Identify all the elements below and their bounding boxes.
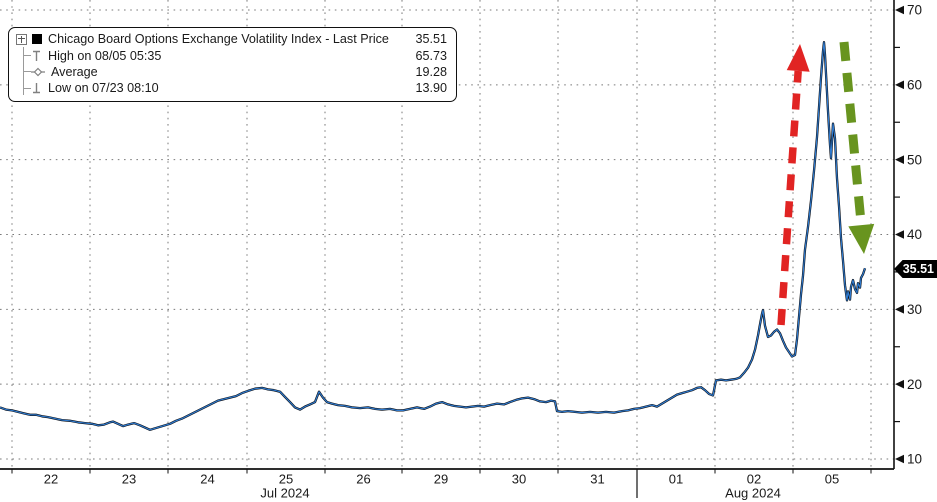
series-color-swatch-icon xyxy=(32,34,42,45)
y-tick-arrow-icon xyxy=(895,80,904,90)
average-marker-icon xyxy=(31,67,45,77)
low-label: Low on 07/23 08:10 xyxy=(48,81,159,96)
legend-row-series: Chicago Board Options Exchange Volatilit… xyxy=(15,31,447,47)
legend-tree-stub xyxy=(23,71,31,72)
up-trend-arrow-icon xyxy=(786,44,810,72)
x-day-label: 25 xyxy=(279,472,293,487)
y-tick-label: 50 xyxy=(907,152,922,167)
y-tick-label: 20 xyxy=(907,377,922,392)
x-day-label: 30 xyxy=(512,472,526,487)
high-marker-icon xyxy=(33,50,40,61)
y-tick-arrow-icon xyxy=(895,454,904,464)
x-day-label: 02 xyxy=(747,472,761,487)
month-label: Jul 2024 xyxy=(260,486,309,501)
down-trend-arrow-icon xyxy=(848,223,875,254)
y-tick-label: 70 xyxy=(907,3,922,18)
high-label: High on 08/05 05:35 xyxy=(48,48,162,63)
average-label: Average xyxy=(51,64,98,79)
x-day-label: 26 xyxy=(356,472,370,487)
y-tick-label: 10 xyxy=(907,452,922,467)
month-label: Aug 2024 xyxy=(725,486,781,501)
series-label: Chicago Board Options Exchange Volatilit… xyxy=(48,32,389,47)
y-tick-label: 40 xyxy=(907,227,922,242)
last-price-tag: 35.51 xyxy=(894,260,937,278)
y-tick-arrow-icon xyxy=(895,230,904,239)
x-day-label: 01 xyxy=(669,472,683,487)
y-tick-arrow-icon xyxy=(895,305,904,314)
legend-row-average: Average 19.28 xyxy=(15,64,447,80)
high-value: 65.73 xyxy=(415,48,447,63)
y-tick-label: 60 xyxy=(907,78,922,93)
x-day-label: 29 xyxy=(434,472,448,487)
x-day-label: 31 xyxy=(590,472,604,487)
average-value: 19.28 xyxy=(415,64,447,79)
y-tick-arrow-icon xyxy=(895,155,904,164)
legend-box[interactable]: Chicago Board Options Exchange Volatilit… xyxy=(8,27,457,102)
x-day-label: 24 xyxy=(200,472,214,487)
y-tick-arrow-icon xyxy=(895,379,904,389)
x-day-label: 23 xyxy=(122,472,136,487)
series-last-value: 35.51 xyxy=(415,32,447,47)
x-day-label: 22 xyxy=(44,472,58,487)
tree-expander-icon[interactable] xyxy=(16,33,27,45)
y-tick-label: 30 xyxy=(907,302,922,317)
price-line xyxy=(0,41,866,431)
legend-row-high: High on 08/05 05:35 65.73 xyxy=(15,47,447,63)
low-value: 13.90 xyxy=(415,81,447,96)
y-tick-arrow-icon xyxy=(895,5,904,15)
low-marker-icon xyxy=(33,83,40,94)
legend-tree-stub xyxy=(23,88,31,89)
up-trend-arrow-shaft xyxy=(777,70,802,326)
legend-tree-stub xyxy=(23,55,31,56)
down-trend-arrow-shaft xyxy=(839,41,866,226)
legend-row-low: Low on 07/23 08:10 13.90 xyxy=(15,80,447,96)
x-day-label: 05 xyxy=(825,472,839,487)
